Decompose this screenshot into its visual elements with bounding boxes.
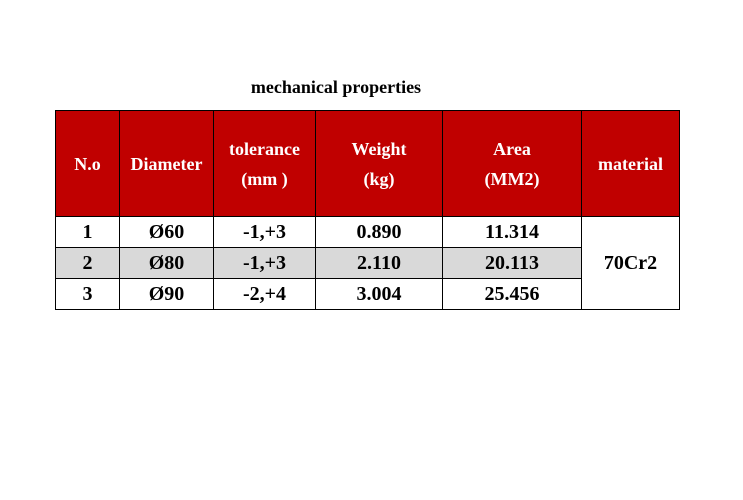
header-diameter: Diameter — [119, 110, 214, 217]
cell-tolerance: -1,+3 — [213, 247, 316, 279]
cell-area: 25.456 — [442, 278, 582, 310]
header-area: Area (MM2) — [442, 110, 582, 217]
cell-area: 11.314 — [442, 216, 582, 248]
cell-diameter: Ø80 — [119, 247, 214, 279]
cell-material: 70Cr2 — [581, 216, 680, 310]
cell-diameter: Ø60 — [119, 216, 214, 248]
table-row: 1 Ø60 -1,+3 0.890 11.314 70Cr2 — [55, 216, 680, 310]
header-material: material — [581, 110, 680, 217]
cell-tolerance: -1,+3 — [213, 216, 316, 248]
mechanical-properties-table: N.o Diameter tolerance (mm ) Weight (kg) A… — [55, 110, 680, 310]
header-row: N.o Diameter tolerance (mm ) Weight (kg) A… — [55, 110, 680, 217]
cell-area: 20.113 — [442, 247, 582, 279]
cell-no: 3 — [55, 278, 120, 310]
cell-tolerance: -2,+4 — [213, 278, 316, 310]
cell-weight: 3.004 — [315, 278, 443, 310]
table-title: mechanical properties — [250, 77, 422, 97]
header-tolerance: tolerance (mm ) — [213, 110, 316, 217]
cell-weight: 0.890 — [315, 216, 443, 248]
header-weight: Weight (kg) — [315, 110, 443, 217]
cell-diameter: Ø90 — [119, 278, 214, 310]
cell-weight: 2.110 — [315, 247, 443, 279]
cell-no: 2 — [55, 247, 120, 279]
table-row: 2 Ø80 -1,+3 2.110 20.113 — [55, 247, 680, 279]
cell-no: 1 — [55, 216, 120, 248]
table-row: 3 Ø90 -2,+4 3.004 25.456 — [55, 278, 680, 310]
header-no: N.o — [55, 110, 120, 217]
